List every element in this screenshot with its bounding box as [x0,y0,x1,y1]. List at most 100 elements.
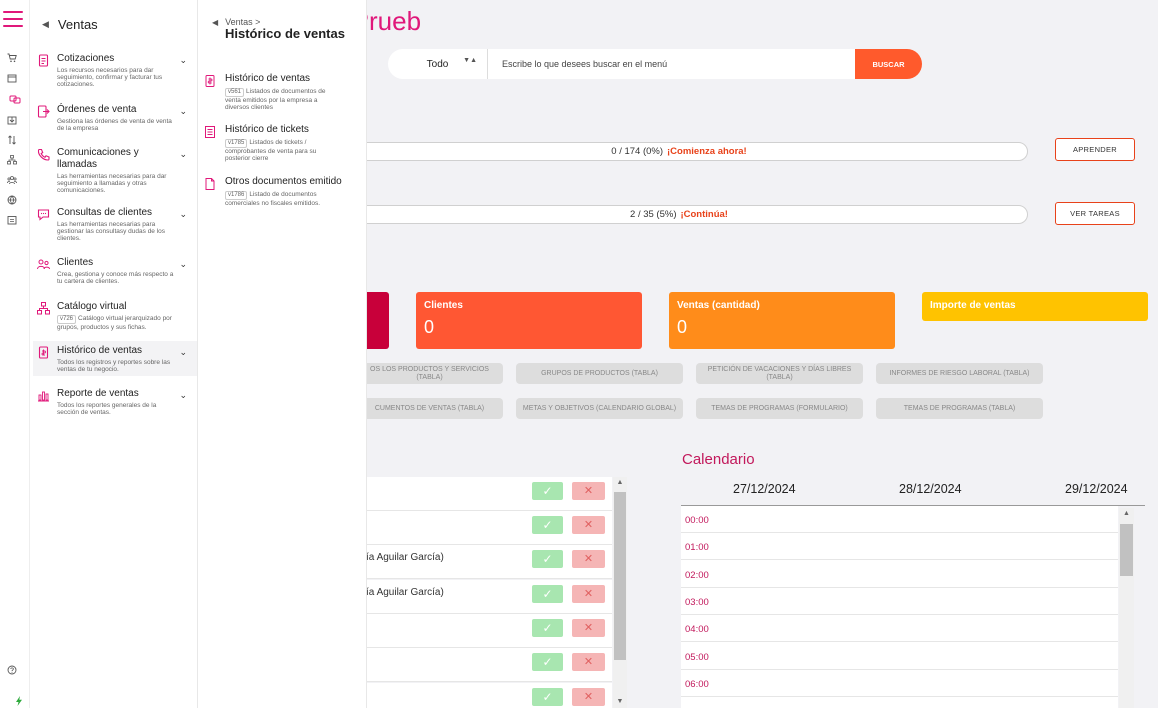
submenu-item-historico-tickets[interactable]: Histórico de tickets v1785 Listados de ti… [204,124,364,162]
menu-item-historico[interactable]: Histórico de ventas Todos los registros … [33,341,197,376]
stat-title: Clientes [424,300,463,311]
approve-button[interactable]: ✓ [532,653,563,671]
scroll-up-icon[interactable]: ▲ [616,479,624,486]
org-chart-icon[interactable] [6,154,18,166]
search-input[interactable]: Escribe lo que desees buscar en el menú [502,59,668,69]
hamburger-menu-icon[interactable] [3,11,23,27]
menu-item-catalogo[interactable]: Catálogo virtual v726 Catálogo virtual je… [33,301,197,331]
menu-item-clientes[interactable]: Clientes Crea, gestiona y conoce más res… [33,257,197,285]
shortcut-chip[interactable]: INFORMES DE RIESGO LABORAL (TABLA) [876,363,1043,384]
scroll-down-icon[interactable]: ▼ [616,698,624,705]
approve-button[interactable]: ✓ [532,585,563,603]
reject-button[interactable]: ✕ [572,482,605,500]
calendar-hour-row[interactable]: 03:00 [681,588,1118,615]
search-scope-select[interactable]: Todo ▼▲ [388,49,488,79]
shortcut-chip[interactable]: CUMENTOS DE VENTAS (TABLA) [356,398,503,419]
chevron-down-icon[interactable]: ⌄ [179,347,187,357]
calendar-list-icon[interactable] [6,214,18,226]
calendar-date: 29/12/2024 [1065,482,1128,496]
inbox-icon[interactable] [6,114,18,126]
back-arrow-icon[interactable]: ◀ [42,19,49,29]
calendar-hour-row[interactable]: 04:00 [681,615,1118,642]
approve-button[interactable]: ✓ [532,516,563,534]
approve-button[interactable]: ✓ [532,482,563,500]
menu-item-ordenes[interactable]: Órdenes de venta Gestiona las órdenes de… [33,104,197,132]
scroll-up-icon[interactable]: ▲ [1123,510,1130,517]
scroll-thumb[interactable] [1120,524,1133,576]
list-item-name: ía Aguilar García) [366,552,444,563]
menu-item-label: Catálogo virtual [57,301,127,312]
order-icon [37,105,50,118]
shortcut-chip[interactable]: OS LOS PRODUCTOS Y SERVICIOS (TABLA) [356,363,503,384]
menu-item-consultas[interactable]: Consultas de clientes Las herramientas n… [33,207,197,242]
calendar-hour-row[interactable]: 06:00 [681,670,1118,697]
list-scrollbar[interactable]: ▲ ▼ [613,477,627,708]
calendar-icon[interactable] [6,72,18,84]
scroll-thumb[interactable] [614,492,626,660]
shortcut-chip[interactable]: TEMAS DE PROGRAMAS (TABLA) [876,398,1043,419]
list-item: ía Aguilar García) ✓ ✕ [366,545,612,579]
approve-button[interactable]: ✓ [532,688,563,706]
calendar-hour-row[interactable]: 02:00 [681,561,1118,588]
menu-item-desc: Crea, gestiona y conoce más respecto a t… [57,271,174,285]
reject-button[interactable]: ✕ [572,516,605,534]
reject-button[interactable]: ✕ [572,688,605,706]
sales-icon[interactable] [4,92,26,106]
approve-button[interactable]: ✓ [532,619,563,637]
chevron-down-icon: ▼▲ [463,57,477,64]
menu-item-reporte[interactable]: Reporte de ventas Todos los reportes gen… [33,388,197,416]
globe-icon[interactable] [6,194,18,206]
menu-item-cotizaciones[interactable]: Cotizaciones Los recursos necesarios par… [33,53,197,88]
chevron-down-icon[interactable]: ⌄ [179,106,187,116]
submenu-item-label: Histórico de ventas [225,73,311,84]
list-item: ía Aguilar García) ✓ ✕ [366,580,612,614]
submenu-item-historico-ventas[interactable]: Histórico de ventas v561 Listados de docu… [204,73,364,111]
submenu-item-label: Histórico de tickets [225,124,309,135]
shortcut-chip[interactable]: GRUPOS DE PRODUCTOS (TABLA) [516,363,683,384]
history-doc-icon [204,74,216,87]
menu-item-comunicaciones[interactable]: Comunicaciones y llamadas Las herramient… [33,147,197,194]
cart-icon[interactable] [6,52,18,64]
list-item: ✓ ✕ [366,614,612,648]
submenu-item-desc-text: Listados de tickets / comprobantes de ve… [225,139,317,162]
menu-item-desc: Las herramientas necesarias para gestion… [57,221,166,242]
shortcut-chip[interactable]: TEMAS DE PROGRAMAS (FORMULARIO) [696,398,863,419]
list-item-name: ía Aguilar García) [366,587,444,598]
calendar-hour-row[interactable]: 05:00 [681,643,1118,670]
back-arrow-icon[interactable]: ◀ [212,17,219,27]
shortcut-chip[interactable]: PETICIÓN DE VACACIONES Y DÍAS LIBRES (TA… [696,363,863,384]
calendar-title: Calendario [682,451,755,468]
breadcrumb[interactable]: ◀ Ventas > [212,17,260,27]
menu-item-desc: Las herramientas necesarias para dar seg… [57,173,167,194]
chevron-down-icon[interactable]: ⌄ [179,149,187,159]
reject-button[interactable]: ✕ [572,619,605,637]
view-tasks-button[interactable]: VER TAREAS [1055,202,1135,225]
menu-item-label: Consultas de clientes [57,207,153,218]
stat-card-sales-count[interactable]: Ventas (cantidad) 0 [669,292,895,349]
stat-card-sales-amount[interactable]: Importe de ventas [922,292,1148,321]
progress-cta: ¡Comienza ahora! [667,146,747,157]
help-icon[interactable] [6,664,18,676]
calendar-hour-row[interactable]: 00:00 [681,506,1118,533]
stat-card-clients[interactable]: Clientes 0 [416,292,642,349]
calendar-scrollbar[interactable]: ▲ [1119,508,1134,708]
learn-button[interactable]: APRENDER [1055,138,1135,161]
approve-button[interactable]: ✓ [532,550,563,568]
shortcut-chip[interactable]: METAS Y OBJETIVOS (CALENDARIO GLOBAL) [516,398,683,419]
sales-menu-header[interactable]: ◀ Ventas [42,17,98,32]
bolt-icon[interactable] [15,696,23,706]
submenu-item-otros-documentos[interactable]: Otros documentos emitido v1786 Listado de… [204,176,364,207]
reject-button[interactable]: ✕ [572,585,605,603]
reject-button[interactable]: ✕ [572,550,605,568]
chevron-down-icon[interactable]: ⌄ [179,209,187,219]
chevron-down-icon[interactable]: ⌄ [179,55,187,65]
ticket-icon [204,125,216,138]
calendar-grid[interactable]: 00:00 01:00 02:00 03:00 04:00 05:00 06:0… [681,505,1118,708]
calendar-hour-row[interactable]: 01:00 [681,533,1118,560]
chevron-down-icon[interactable]: ⌄ [179,259,187,269]
chevron-down-icon[interactable]: ⌄ [179,390,187,400]
sort-icon[interactable] [6,134,18,146]
users-icon[interactable] [6,174,18,186]
search-button[interactable]: BUSCAR [855,49,922,79]
reject-button[interactable]: ✕ [572,653,605,671]
